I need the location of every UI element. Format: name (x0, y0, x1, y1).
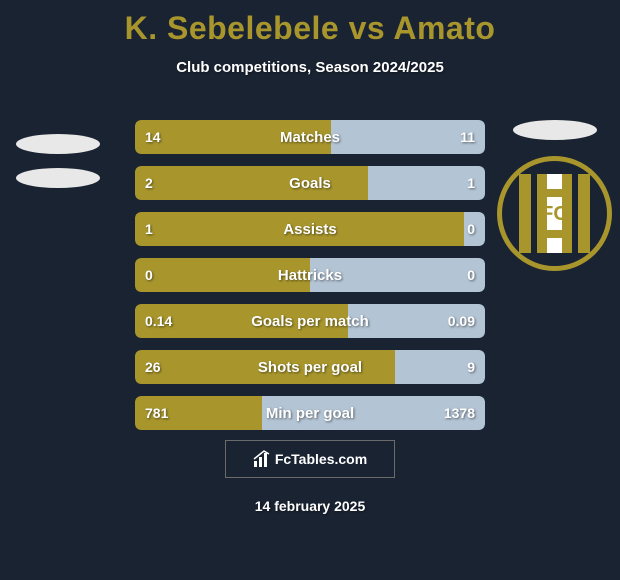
stat-row: Goals per match0.140.09 (135, 304, 485, 338)
stat-row: Matches1411 (135, 120, 485, 154)
page-title: K. Sebelebele vs Amato (0, 0, 620, 47)
stat-row: Shots per goal269 (135, 350, 485, 384)
stat-value-right: 0 (467, 258, 475, 292)
stats-bars: Matches1411Goals21Assists10Hattricks00Go… (135, 120, 485, 442)
footer-brand-text: FcTables.com (275, 451, 367, 467)
stat-row: Min per goal7811378 (135, 396, 485, 430)
placeholder-ellipse (513, 120, 597, 140)
bar-left (135, 258, 310, 292)
stat-row: Goals21 (135, 166, 485, 200)
stat-value-left: 1 (145, 212, 153, 246)
stat-value-right: 11 (460, 120, 475, 154)
stat-value-left: 0 (145, 258, 153, 292)
right-player-badge: FC (497, 120, 612, 290)
date-text: 14 february 2025 (0, 498, 620, 514)
stat-value-right: 0 (467, 212, 475, 246)
stat-value-left: 781 (145, 396, 168, 430)
stat-row: Hattricks00 (135, 258, 485, 292)
stat-value-right: 0.09 (448, 304, 475, 338)
stat-value-left: 2 (145, 166, 153, 200)
stat-row: Assists10 (135, 212, 485, 246)
placeholder-ellipse (16, 168, 100, 188)
stat-value-right: 1378 (444, 396, 475, 430)
chart-icon (253, 450, 271, 468)
stat-value-left: 14 (145, 120, 161, 154)
bar-right (310, 258, 485, 292)
club-crest-icon: FC (497, 156, 612, 271)
footer-brand: FcTables.com (225, 440, 395, 478)
subtitle: Club competitions, Season 2024/2025 (0, 59, 620, 76)
stat-value-left: 0.14 (145, 304, 172, 338)
placeholder-ellipse (16, 134, 100, 154)
left-player-badge (8, 120, 108, 240)
stat-value-left: 26 (145, 350, 161, 384)
bar-left (135, 166, 368, 200)
stat-value-right: 9 (467, 350, 475, 384)
svg-text:FC: FC (541, 203, 568, 225)
bar-left (135, 120, 331, 154)
bar-left (135, 212, 464, 246)
stat-value-right: 1 (467, 166, 475, 200)
bar-left (135, 350, 395, 384)
